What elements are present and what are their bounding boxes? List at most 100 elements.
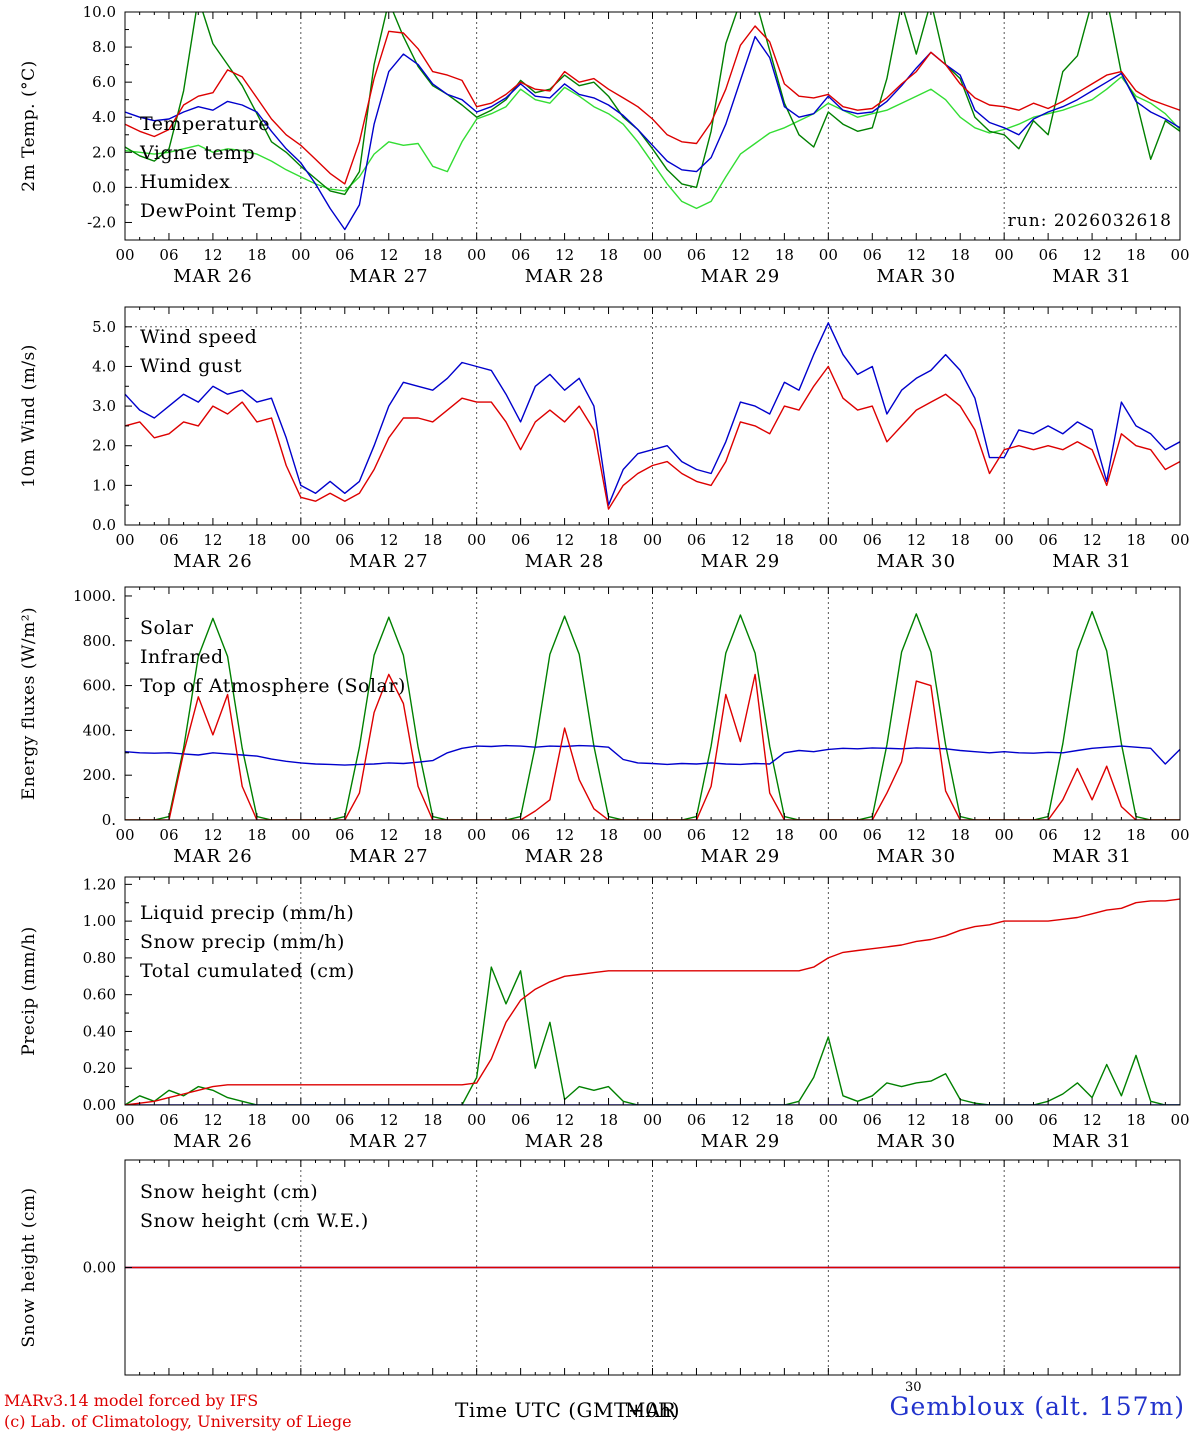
x-tick-label: 06	[335, 246, 354, 264]
series-temperature	[125, 25, 1180, 185]
x-tick-label: 18	[599, 1111, 618, 1129]
x-tick-label: 06	[159, 246, 178, 264]
x-tick-label: 18	[1126, 826, 1145, 844]
y-tick-label: 0.60	[83, 986, 116, 1004]
time-axis-title-suffix: )	[671, 1398, 681, 1422]
series-wind-speed	[125, 365, 1180, 510]
legend-toa-solar: Top of Atmosphere (Solar)	[140, 675, 406, 697]
x-tick-label: 18	[599, 826, 618, 844]
x-tick-label: 18	[1126, 531, 1145, 549]
y-tick-label: 0.20	[83, 1059, 116, 1077]
x-tick-label: 06	[687, 826, 706, 844]
y-tick-label: 1000.	[73, 587, 116, 605]
x-tick-label: 18	[247, 531, 266, 549]
legend-solar: Solar	[140, 617, 194, 639]
x-tick-label: 12	[379, 246, 398, 264]
x-tick-label: 18	[1126, 1111, 1145, 1129]
x-tick-label: 06	[1039, 826, 1058, 844]
x-tick-label: 00	[1170, 531, 1189, 549]
y-tick-label: 1.20	[83, 875, 116, 893]
day-label: MAR 28	[525, 266, 605, 287]
y-axis-title-precip: Precip (mm/h)	[19, 926, 39, 1056]
legend-infrared: Infrared	[140, 646, 224, 668]
series-humidex	[125, 35, 1180, 231]
panel-energy: 00 06 12 18 00 06 12 18 00 06 12 18 00 06 12 18 00 06 12 18…	[19, 586, 1190, 867]
x-tick-label: 00	[643, 1111, 662, 1129]
day-label: MAR 29	[701, 551, 781, 572]
y-tick-label: 1.00	[83, 912, 116, 930]
x-tick-label: 00	[467, 826, 486, 844]
x-tick-label: 00	[291, 531, 310, 549]
x-tick-label: 12	[203, 246, 222, 264]
x-tick-label: 00	[995, 246, 1014, 264]
x-tick-label: 18	[423, 826, 442, 844]
time-axis-overlap-text: MAR	[624, 1398, 677, 1422]
legend-liquid-precip: Liquid precip (mm/h)	[140, 902, 354, 924]
x-tick-label: 00	[467, 246, 486, 264]
day-label: MAR 31	[1052, 266, 1132, 287]
x-tick-label: 06	[511, 531, 530, 549]
legend-humidex: Humidex	[140, 171, 231, 193]
y-tick-label: 600.	[83, 677, 116, 695]
legend-snow-height: Snow height (cm)	[140, 1181, 318, 1203]
x-tick-label: 06	[511, 1111, 530, 1129]
x-tick-label: 06	[863, 531, 882, 549]
y-axis-title-energy: Energy fluxes (W/m²)	[19, 607, 39, 800]
x-tick-label: 06	[863, 826, 882, 844]
x-tick-label: 18	[423, 246, 442, 264]
x-tick-label: 00	[643, 531, 662, 549]
legend-snow-height-we: Snow height (cm W.E.)	[140, 1210, 369, 1232]
x-tick-label: 18	[423, 1111, 442, 1129]
day-label: MAR 27	[349, 1131, 429, 1152]
day-label: MAR 30	[876, 551, 956, 572]
series-infrared	[125, 744, 1180, 766]
y-tick-label: 2.0	[92, 437, 116, 455]
station-label: Gembloux (alt. 157m)	[889, 1392, 1185, 1421]
x-tick-label: 18	[247, 1111, 266, 1129]
x-tick-label: 00	[1170, 826, 1189, 844]
x-tick-label: 12	[907, 826, 926, 844]
y-tick-label: 1.0	[92, 476, 116, 494]
day-label: MAR 26	[173, 266, 253, 287]
x-tick-label: 12	[731, 246, 750, 264]
x-tick-label: 00	[467, 531, 486, 549]
x-tick-label: 00	[995, 1111, 1014, 1129]
time-axis-title: Time UTC (GMT+0h MAR)	[455, 1398, 680, 1422]
y-tick-label: 3.0	[92, 397, 116, 415]
x-tick-label: 18	[775, 246, 794, 264]
x-tick-label: 12	[907, 246, 926, 264]
x-tick-label: 06	[1039, 531, 1058, 549]
x-tick-label: 00	[291, 1111, 310, 1129]
time-axis-overlap-group: +0h MAR	[625, 1398, 676, 1422]
x-tick-label: 00	[995, 826, 1014, 844]
x-tick-label: 12	[203, 531, 222, 549]
x-tick-label: 00	[819, 1111, 838, 1129]
x-tick-label: 18	[775, 826, 794, 844]
x-tick-label: 12	[555, 246, 574, 264]
x-tick-label: 06	[335, 531, 354, 549]
y-tick-label: 4.0	[92, 108, 116, 126]
day-label: MAR 27	[349, 551, 429, 572]
x-tick-label: 12	[1083, 826, 1102, 844]
y-tick-label: 0.80	[83, 949, 116, 967]
time-axis-title-offset: +0h	[627, 1398, 672, 1422]
time-axis-title-prefix: Time UTC (GMT	[455, 1398, 628, 1422]
x-tick-label: 06	[335, 826, 354, 844]
x-tick-label: 06	[1039, 1111, 1058, 1129]
x-tick-label: 12	[907, 1111, 926, 1129]
x-tick-label: 12	[1083, 1111, 1102, 1129]
run-label: run: 2026032618	[1008, 211, 1172, 231]
y-tick-label: 8.0	[92, 38, 116, 56]
x-tick-label: 06	[335, 1111, 354, 1129]
x-tick-label: 18	[951, 246, 970, 264]
day-label: MAR 30	[876, 1131, 956, 1152]
y-tick-label: 0.00	[83, 1259, 116, 1277]
x-tick-label: 12	[555, 531, 574, 549]
y-tick-label: 6.0	[92, 73, 116, 91]
x-tick-label: 06	[687, 246, 706, 264]
legend-wind-gust: Wind gust	[140, 355, 242, 377]
x-tick-label: 18	[775, 531, 794, 549]
series-wind-gust	[125, 322, 1180, 506]
day-label: MAR 30	[876, 846, 956, 867]
